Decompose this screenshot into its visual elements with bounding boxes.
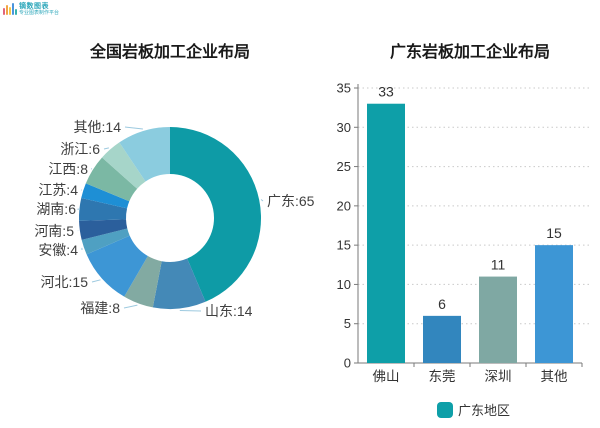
bar-东莞 (423, 315, 461, 363)
legend-label: 广东地区 (458, 403, 511, 418)
donut-segment-其他 (119, 127, 170, 182)
bar-value-label-其他: 15 (546, 225, 562, 241)
leader-line-广东 (260, 199, 264, 202)
bar-chart: 0 5 10 15 20 25 30 35 33 佛山 6 东莞 11 深圳 15 其他 (337, 81, 590, 384)
y-tick-label-30: 30 (337, 120, 351, 135)
donut-segment-河北 (86, 235, 148, 297)
donut-segment-湖南 (79, 198, 128, 221)
donut-segment-安徽 (81, 228, 130, 255)
logo-text: 镝数图表 专业图表制作平台 (19, 3, 59, 16)
donut-label-山东: 山东:14 (205, 303, 253, 319)
donut-label-江西: 江西:8 (48, 161, 88, 177)
legend-swatch (437, 401, 453, 418)
donut-label-福建: 福建:8 (80, 300, 120, 316)
bar-value-label-佛山: 33 (378, 84, 394, 100)
donut-label-安徽: 安徽:4 (38, 242, 78, 258)
donut-label-广东: 广东:65 (267, 193, 315, 209)
leader-line-其他 (124, 126, 143, 130)
donut-segment-江苏 (81, 183, 130, 209)
donut-label-河北: 河北:15 (41, 274, 89, 290)
y-tick-label-15: 15 (337, 238, 351, 253)
leader-line-河北 (91, 279, 101, 283)
donut-label-湖南: 湖南:6 (36, 201, 76, 217)
x-tick-label-深圳: 深圳 (485, 369, 512, 384)
x-tick-label-佛山: 佛山 (373, 369, 400, 384)
logo-line2: 专业图表制作平台 (19, 10, 60, 16)
donut-label-江苏: 江苏:4 (38, 182, 78, 198)
bar-其他 (535, 245, 573, 363)
donut-label-河南: 河南:5 (34, 223, 74, 239)
donut-chart: 广东:65 山东:14 福建:8 河北:15 安徽:4 河南:5 湖南:6 江苏:4 江西:8 浙… (34, 119, 315, 319)
x-tick-label-东莞: 东莞 (429, 369, 456, 384)
logo: 镝数图表 专业图表制作平台 (3, 3, 59, 16)
donut-label-浙江: 浙江:6 (60, 141, 100, 157)
leader-line-浙江 (103, 147, 110, 150)
bar-佛山 (367, 103, 405, 363)
bar-chart-title: 广东岩板加工企业布局 (389, 44, 550, 61)
y-tick-label-20: 20 (337, 198, 351, 213)
donut-label-其他: 其他:14 (74, 119, 122, 135)
y-tick-label-0: 0 (344, 356, 351, 371)
donut-chart-title: 全国岩板加工企业布局 (89, 44, 250, 61)
x-tick-label-其他: 其他 (541, 369, 568, 384)
logo-bars-icon (3, 3, 17, 15)
leader-line-福建 (123, 304, 138, 309)
logo-line1: 镝数图表 (19, 3, 49, 10)
bar-chart-legend: 广东地区 (437, 400, 510, 419)
bar-value-label-东莞: 6 (438, 296, 446, 312)
y-tick-label-10: 10 (337, 277, 351, 292)
donut-segment-江西 (85, 157, 138, 202)
bar-深圳 (479, 276, 517, 363)
y-tick-label-5: 5 (344, 316, 351, 331)
donut-segment-浙江 (102, 142, 146, 189)
donut-segment-山东 (152, 258, 206, 310)
bar-value-label-深圳: 11 (491, 257, 506, 273)
donut-segment-广东 (170, 127, 262, 302)
y-tick-label-25: 25 (337, 159, 351, 174)
donut-segment-福建 (124, 256, 162, 308)
y-tick-label-35: 35 (337, 81, 351, 96)
leader-line-山东 (179, 310, 202, 312)
donut-segment-河南 (79, 219, 128, 240)
